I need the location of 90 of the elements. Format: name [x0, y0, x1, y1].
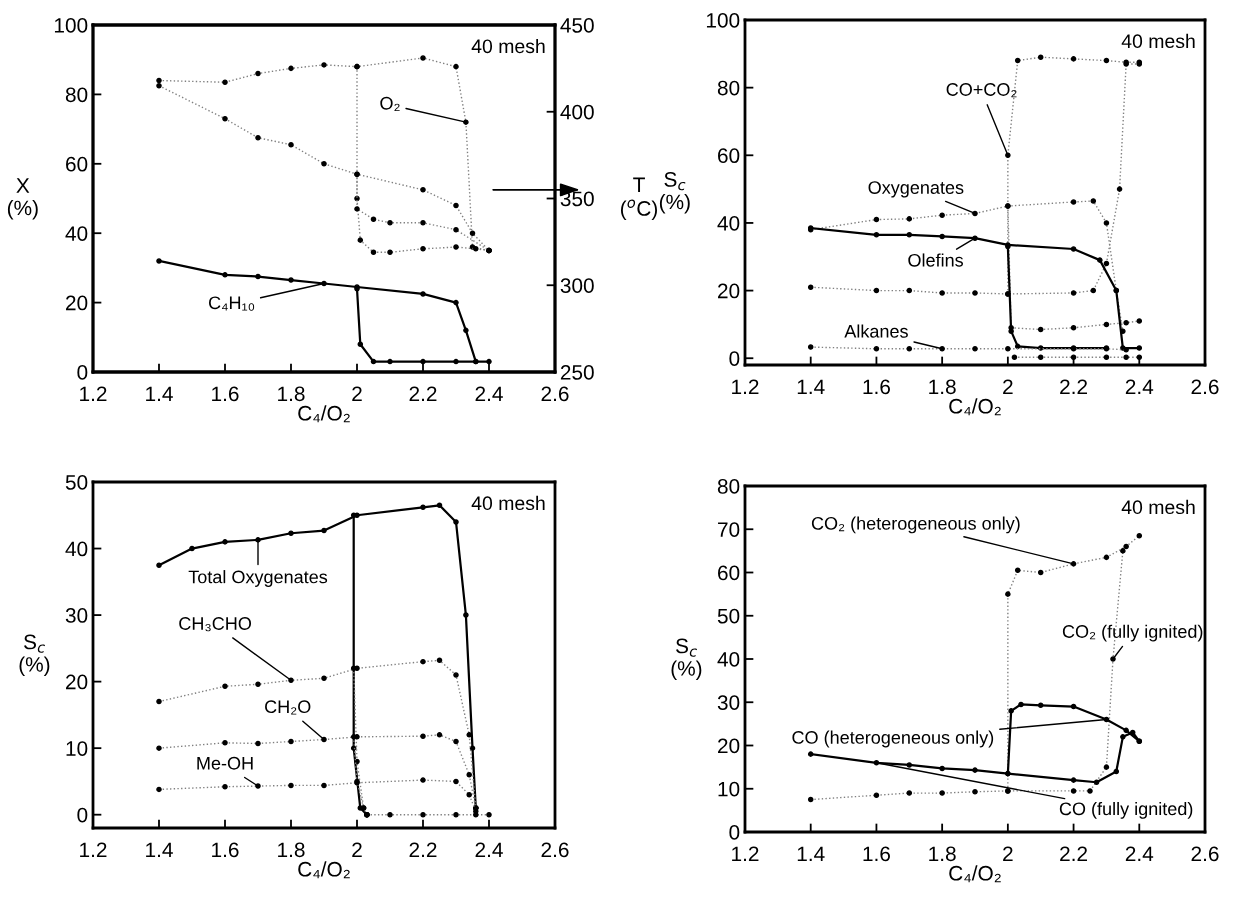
- x-tick-label: 1.4: [146, 842, 173, 857]
- y-tick-label: 0: [77, 807, 88, 823]
- y-tick-label: 60: [66, 156, 88, 172]
- annotation: CO₂ (heterogeneous only): [811, 516, 1020, 534]
- x-tick-label: 1.6: [863, 379, 890, 395]
- y-axis-title: S$_{c}$ (%): [671, 638, 702, 680]
- annotation: 40 mesh: [1121, 499, 1195, 515]
- x-tick-label: 2.6: [541, 842, 569, 858]
- annotation: CH₂O: [265, 700, 311, 715]
- x-tick-label: 1.8: [278, 842, 305, 858]
- y-tick-label: 10: [66, 741, 88, 756]
- y-axis-title: S$_{c}$ (%): [19, 634, 50, 676]
- y-tick-label: 40: [65, 541, 88, 557]
- y-tick-label: 40: [65, 226, 88, 241]
- y2-tick-label: 400: [560, 104, 594, 120]
- y-tick-label: 80: [65, 87, 88, 103]
- x-tick-label: 2: [1003, 379, 1013, 394]
- annotation: CO (heterogeneous only): [792, 730, 994, 748]
- y-axis-title: X (%): [7, 178, 38, 220]
- y2-tick-label: 250: [560, 365, 594, 380]
- y-tick-label: 20: [66, 674, 88, 690]
- x-tick-label: 1.6: [863, 846, 890, 862]
- y-tick-label: 20: [718, 283, 740, 299]
- x-tick-label: 1.6: [212, 386, 239, 402]
- x-tick-label: 2.2: [409, 386, 437, 401]
- y-tick-label: 100: [706, 13, 740, 28]
- annotation: CO+CO₂: [946, 83, 1017, 98]
- y-tick-label: 100: [54, 18, 88, 33]
- x-tick-label: 2.4: [475, 386, 503, 401]
- x-tick-label: 1.4: [797, 379, 825, 394]
- x-tick-label: 2: [352, 386, 362, 401]
- y-tick-label: 20: [66, 295, 88, 311]
- y-tick-label: 50: [717, 608, 740, 624]
- x-axis-title: C₄/O₂: [949, 865, 1001, 883]
- annotation: Total Oxygenates: [188, 570, 328, 587]
- x-tick-label: 2.4: [1125, 846, 1154, 861]
- y-tick-label: 50: [65, 475, 88, 490]
- y-tick-label: 20: [718, 738, 740, 754]
- x-tick-label: 1.8: [929, 379, 956, 395]
- annotation: CO₂ (fully ignited): [1062, 624, 1203, 642]
- y-tick-label: 0: [729, 351, 740, 366]
- annotation: 40 mesh: [471, 495, 545, 511]
- x-tick-label: 1.8: [929, 846, 956, 862]
- x-tick-label: 2.4: [475, 842, 503, 857]
- x-tick-label: 1.8: [278, 386, 305, 402]
- x-tick-label: 1.2: [732, 846, 759, 861]
- x-tick-label: 1.2: [80, 386, 107, 401]
- x-tick-label: 1.2: [732, 379, 759, 394]
- x-axis-title: C₄/O₂: [298, 861, 350, 879]
- x-tick-label: 1.6: [212, 842, 239, 858]
- y-tick-label: 40: [717, 652, 740, 667]
- y-tick-label: 70: [718, 522, 740, 537]
- y-tick-label: 80: [717, 479, 740, 494]
- x-tick-label: 2.6: [541, 386, 569, 402]
- annotation: Oxygenates: [868, 181, 964, 198]
- annotation: 40 mesh: [471, 38, 545, 54]
- y-tick-label: 0: [77, 365, 88, 380]
- x-tick-label: 2.4: [1125, 379, 1154, 394]
- y-axis-title: S$_{c}$ (%): [659, 172, 690, 214]
- y-tick-label: 60: [718, 565, 740, 581]
- x-tick-label: 1.2: [80, 842, 107, 857]
- y2-tick-label: 450: [560, 18, 594, 33]
- y-tick-label: 0: [729, 825, 740, 840]
- y-tick-label: 40: [717, 215, 740, 231]
- y-tick-label: 30: [717, 695, 740, 710]
- x-axis-title: C₄/O₂: [949, 398, 1001, 416]
- y2-axis-title: T ($^{o}$C): [620, 177, 658, 220]
- y-tick-label: 60: [718, 148, 740, 164]
- x-tick-label: 2.6: [1191, 846, 1219, 862]
- x-tick-label: 2.2: [1060, 846, 1088, 861]
- annotation: 40 mesh: [1121, 33, 1195, 49]
- annotation: O₂: [380, 96, 400, 112]
- annotation: Olefins: [908, 253, 964, 267]
- x-tick-label: 2: [352, 842, 362, 857]
- x-axis-title: C₄/O₂: [298, 405, 350, 423]
- annotation: C₄H₁₀: [209, 296, 255, 311]
- x-tick-label: 2.2: [409, 842, 437, 857]
- x-tick-label: 1.4: [797, 846, 825, 861]
- x-tick-label: 2: [1003, 846, 1013, 861]
- x-tick-label: 2.2: [1060, 379, 1088, 394]
- annotation: CO (fully ignited): [1059, 801, 1193, 819]
- annotation: CH₃CHO: [179, 617, 252, 632]
- annotation: Me-OH: [197, 756, 253, 770]
- x-tick-label: 1.4: [146, 386, 173, 401]
- y2-tick-label: 300: [560, 278, 594, 293]
- annotation: Alkanes: [844, 324, 908, 338]
- y-tick-label: 10: [718, 781, 740, 797]
- x-tick-label: 2.6: [1191, 379, 1219, 395]
- y-tick-label: 80: [717, 80, 740, 96]
- y-tick-label: 30: [65, 608, 88, 623]
